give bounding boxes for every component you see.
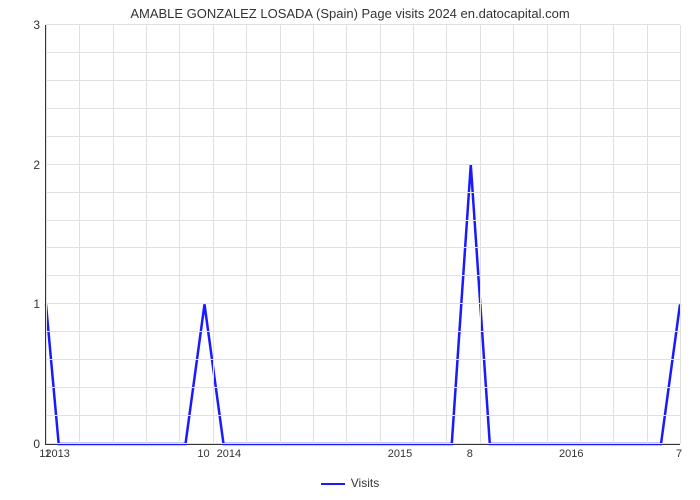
grid-line-v	[280, 25, 281, 444]
grid-line-h	[46, 359, 680, 360]
grid-line-v	[179, 25, 180, 444]
grid-line-v	[213, 25, 214, 444]
grid-line-v	[146, 25, 147, 444]
legend-label: Visits	[351, 476, 379, 490]
grid-line-v	[613, 25, 614, 444]
line-series	[46, 25, 680, 444]
grid-line-v	[346, 25, 347, 444]
grid-line-h	[46, 192, 680, 193]
peak-label: 7	[676, 448, 682, 460]
grid-line-h	[46, 24, 680, 25]
grid-line-v	[647, 25, 648, 444]
x-tick-label: 2016	[559, 448, 583, 460]
grid-line-v	[680, 25, 681, 444]
y-tick-label: 1	[10, 297, 40, 311]
grid-line-h	[46, 415, 680, 416]
grid-line-h	[46, 220, 680, 221]
peak-label: 10	[197, 448, 209, 460]
grid-line-h	[46, 275, 680, 276]
grid-line-h	[46, 52, 680, 53]
grid-line-h	[46, 331, 680, 332]
grid-line-h	[46, 443, 680, 444]
grid-line-h	[46, 80, 680, 81]
x-tick-label: 2014	[217, 448, 241, 460]
grid-line-v	[413, 25, 414, 444]
legend: Visits	[0, 476, 700, 490]
grid-line-v	[113, 25, 114, 444]
plot-area	[45, 25, 680, 445]
peak-label: 11	[39, 448, 50, 460]
grid-line-v	[446, 25, 447, 444]
peak-label: 8	[467, 448, 473, 460]
grid-line-h	[46, 387, 680, 388]
grid-line-h	[46, 303, 680, 304]
grid-line-v	[246, 25, 247, 444]
y-tick-label: 2	[10, 158, 40, 172]
y-tick-label: 3	[10, 18, 40, 32]
grid-line-v	[480, 25, 481, 444]
grid-line-v	[79, 25, 80, 444]
grid-line-v	[313, 25, 314, 444]
grid-line-v	[46, 25, 47, 444]
grid-line-h	[46, 108, 680, 109]
grid-line-h	[46, 247, 680, 248]
grid-line-v	[513, 25, 514, 444]
legend-swatch	[321, 483, 345, 486]
x-tick-label: 2015	[388, 448, 412, 460]
y-tick-label: 0	[10, 437, 40, 451]
chart-title: AMABLE GONZALEZ LOSADA (Spain) Page visi…	[0, 6, 700, 21]
chart-container: AMABLE GONZALEZ LOSADA (Spain) Page visi…	[0, 0, 700, 500]
grid-line-v	[580, 25, 581, 444]
grid-line-v	[547, 25, 548, 444]
grid-line-v	[380, 25, 381, 444]
grid-line-h	[46, 136, 680, 137]
grid-line-h	[46, 164, 680, 165]
